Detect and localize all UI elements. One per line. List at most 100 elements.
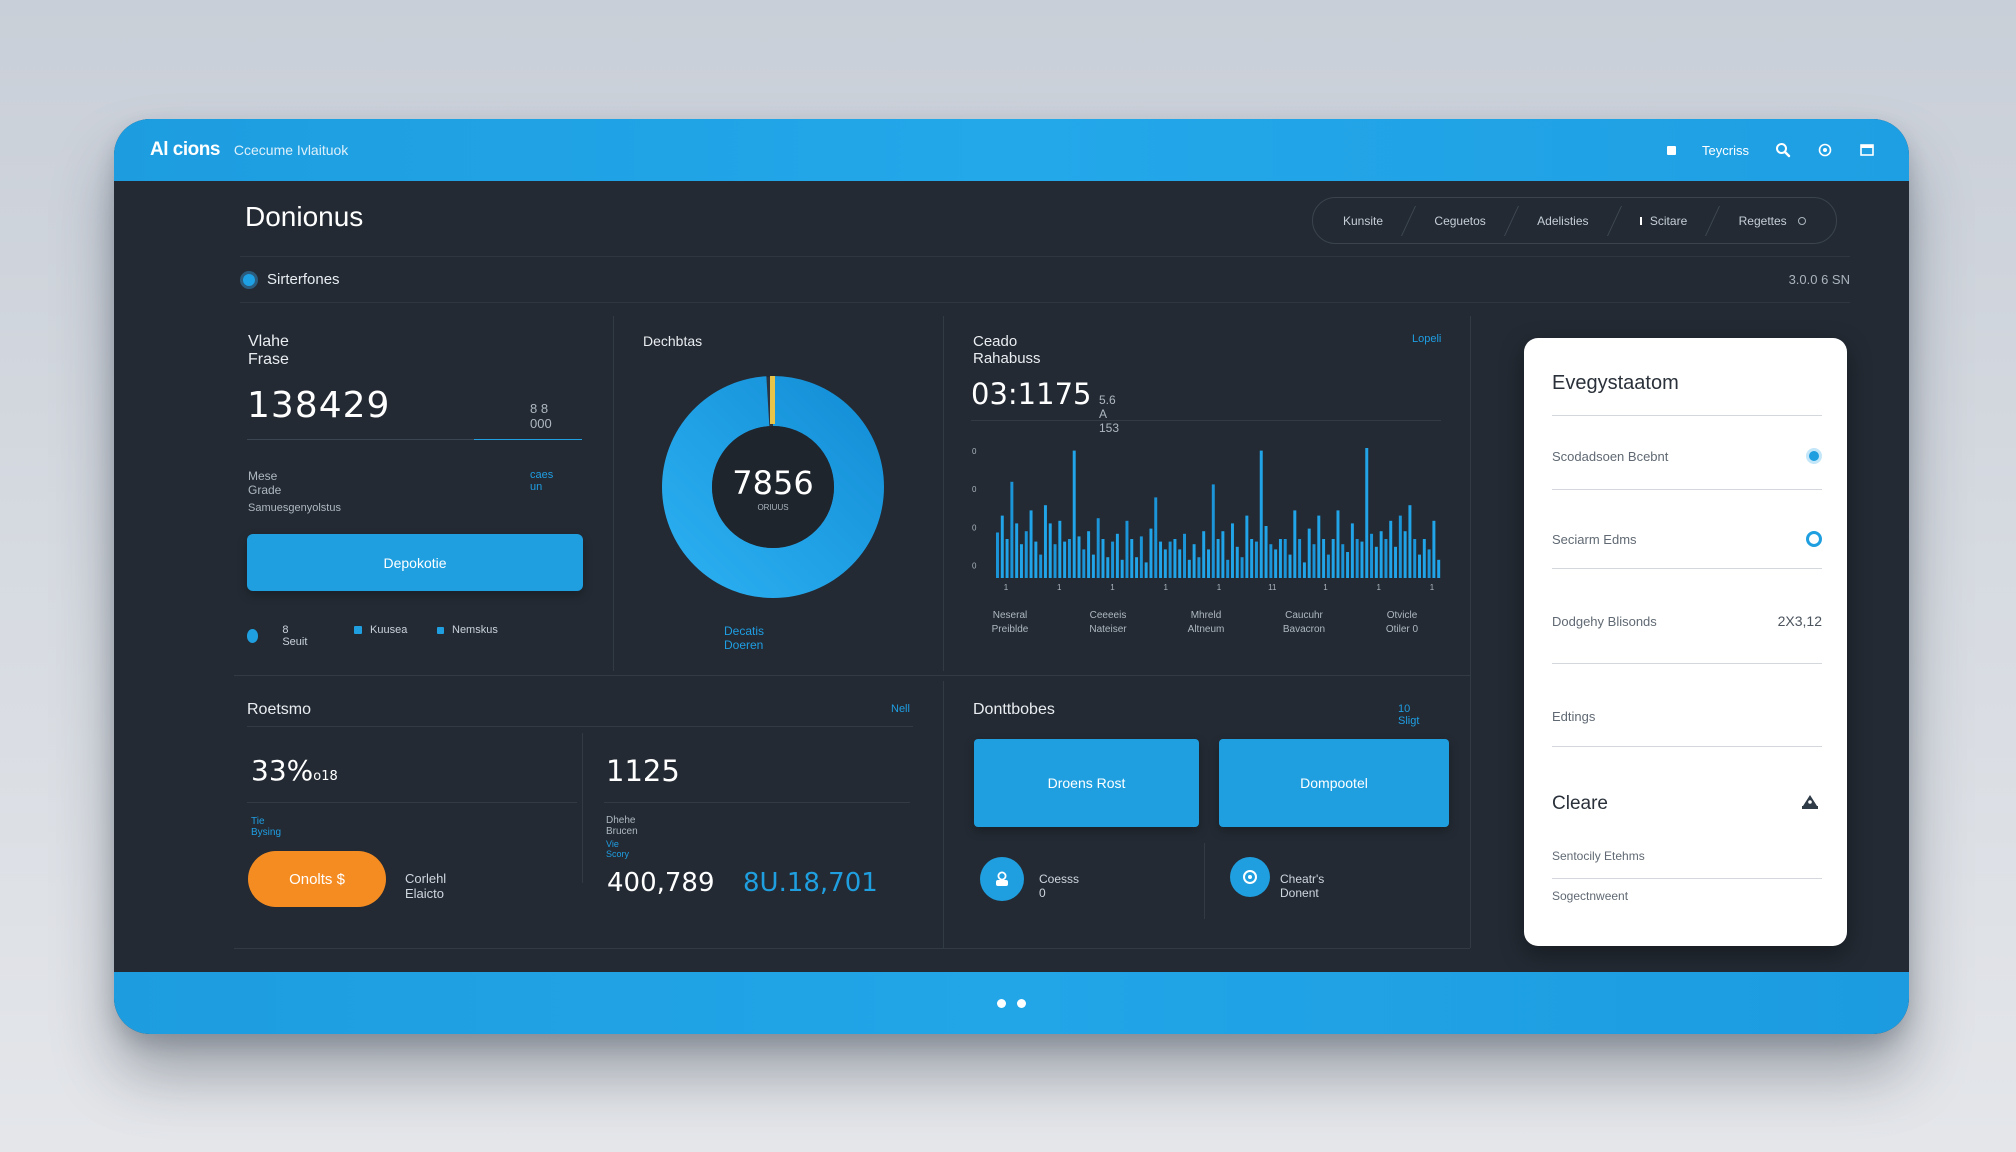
- bar: [996, 532, 999, 578]
- square-icon[interactable]: [1667, 145, 1677, 155]
- bar: [1245, 515, 1249, 578]
- bar: [1283, 539, 1287, 578]
- legend-label: Nemskus: [452, 624, 498, 636]
- row-label: Samuesgenyolstus: [248, 502, 341, 514]
- primary-action-button[interactable]: Droens Rost: [974, 739, 1199, 827]
- bar: [1264, 526, 1268, 578]
- bar: [1298, 539, 1302, 578]
- divider: [582, 733, 583, 883]
- donut-chart[interactable]: 7856 ORIUUS: [660, 374, 886, 600]
- bar: [1312, 544, 1316, 578]
- pager-dot[interactable]: [997, 998, 1006, 1008]
- row-label: Sogectnweent: [1552, 889, 1629, 903]
- bar: [1341, 544, 1345, 578]
- bar: [1202, 531, 1206, 578]
- divider: [1552, 878, 1822, 879]
- bar: [1350, 523, 1354, 578]
- bar: [1207, 549, 1210, 578]
- category-label: Altneum: [1188, 624, 1225, 635]
- chat-icon[interactable]: [1230, 857, 1270, 897]
- side-card-row[interactable]: Seciarm Edms: [1552, 531, 1822, 547]
- divider: [247, 726, 913, 727]
- category-label: Bavacron: [1283, 624, 1325, 635]
- chart-headline-value: 03:1175: [971, 377, 1092, 411]
- side-card-row[interactable]: Scodadsoen Bcebnt: [1552, 448, 1822, 464]
- panel-link[interactable]: Nell: [891, 703, 910, 715]
- panel-title: Donttbobes: [973, 701, 1055, 718]
- divider: [1552, 746, 1822, 747]
- category-label: Mhreld: [1191, 610, 1222, 621]
- radio-selected-icon[interactable]: [1806, 448, 1822, 464]
- bar: [1259, 450, 1263, 578]
- search-icon[interactable]: [1775, 142, 1791, 158]
- tab-regettes[interactable]: Regettes: [1727, 214, 1818, 228]
- panel-title: Ceado Rahabuss: [973, 333, 1041, 367]
- bar: [1370, 533, 1374, 578]
- row-label: Dodgehy Blisonds: [1552, 613, 1657, 629]
- legend-item: Kuusea: [354, 624, 407, 636]
- orange-button-caption: Corlehl Elaicto: [405, 871, 447, 901]
- x-tick-label: 1: [1164, 583, 1169, 592]
- orange-action-button[interactable]: Onolts $: [248, 851, 386, 907]
- user-icon[interactable]: [980, 857, 1024, 901]
- divider: [1552, 663, 1822, 664]
- primary-value: 138429: [247, 385, 391, 426]
- bar: [1187, 559, 1191, 578]
- bar: [1389, 520, 1393, 578]
- side-card-row[interactable]: Sogectnweent: [1552, 889, 1822, 903]
- percent-sublabel: Tie Bysing: [251, 816, 282, 838]
- bar: [1159, 541, 1163, 578]
- bar: [1365, 448, 1369, 578]
- row-link[interactable]: caes un: [530, 469, 554, 493]
- donut-marker: [770, 376, 775, 424]
- brand-logo[interactable]: Al cions: [150, 139, 220, 160]
- tab-adelisties[interactable]: Adelisties: [1537, 213, 1589, 228]
- secondary-action-button[interactable]: Dompootel: [1219, 739, 1449, 827]
- bar: [1029, 510, 1033, 578]
- brand-subtitle: Ccecume Ivlaituok: [233, 142, 349, 158]
- bar: [1408, 505, 1412, 578]
- tab-kunsite[interactable]: Kunsite: [1343, 213, 1384, 228]
- panel-link[interactable]: Lopeli: [1412, 333, 1442, 345]
- x-tick-label: 1: [1217, 583, 1222, 592]
- y-tick-label: 0: [972, 447, 977, 456]
- x-tick-label: 1: [1377, 583, 1382, 592]
- panel-link[interactable]: 10 Sligt: [1398, 703, 1420, 727]
- divider: [1470, 316, 1471, 948]
- status-row: Sirterfones 3.0.0 6 SN: [240, 256, 1850, 303]
- category-label: Preiblde: [992, 624, 1029, 635]
- pager-dot[interactable]: [1017, 998, 1026, 1008]
- bar: [1183, 533, 1187, 578]
- deposit-button[interactable]: Depokotie: [247, 534, 583, 591]
- x-tick-label: 1: [1430, 583, 1435, 592]
- bar: [1015, 523, 1019, 578]
- side-card-row[interactable]: Edtings: [1552, 709, 1822, 724]
- tab-scitare[interactable]: Scitare: [1628, 214, 1699, 228]
- donut-footer-link[interactable]: Decatis Doeren: [724, 624, 765, 652]
- category-label: Otvicle: [1387, 610, 1418, 621]
- bar: [1192, 544, 1196, 578]
- category-label: Ceeeeis: [1090, 610, 1127, 621]
- window-icon[interactable]: [1859, 142, 1875, 158]
- bar: [1106, 557, 1110, 578]
- bar: [1010, 481, 1014, 578]
- side-card-row[interactable]: Sentocily Etehms: [1552, 849, 1822, 863]
- y-tick-label: 0: [972, 562, 977, 571]
- settings-icon[interactable]: [1817, 142, 1833, 158]
- bar: [1293, 510, 1297, 578]
- bar: [1197, 557, 1201, 578]
- tab-ceguetos[interactable]: Ceguetos: [1434, 213, 1486, 228]
- bar: [1418, 554, 1421, 578]
- bar: [1326, 554, 1330, 578]
- row-value: 2X3,12: [1777, 613, 1822, 629]
- bar: [1130, 539, 1134, 578]
- status-label[interactable]: Sirterfones: [267, 271, 340, 288]
- radio-icon[interactable]: [1806, 531, 1822, 547]
- topbar-user-label[interactable]: Teycriss: [1702, 142, 1749, 158]
- upload-icon[interactable]: [1801, 794, 1819, 815]
- bar: [1384, 539, 1388, 578]
- bar: [1355, 539, 1359, 578]
- legend-swatch-icon: [354, 626, 362, 634]
- side-card-row[interactable]: Dodgehy Blisonds 2X3,12: [1552, 613, 1822, 629]
